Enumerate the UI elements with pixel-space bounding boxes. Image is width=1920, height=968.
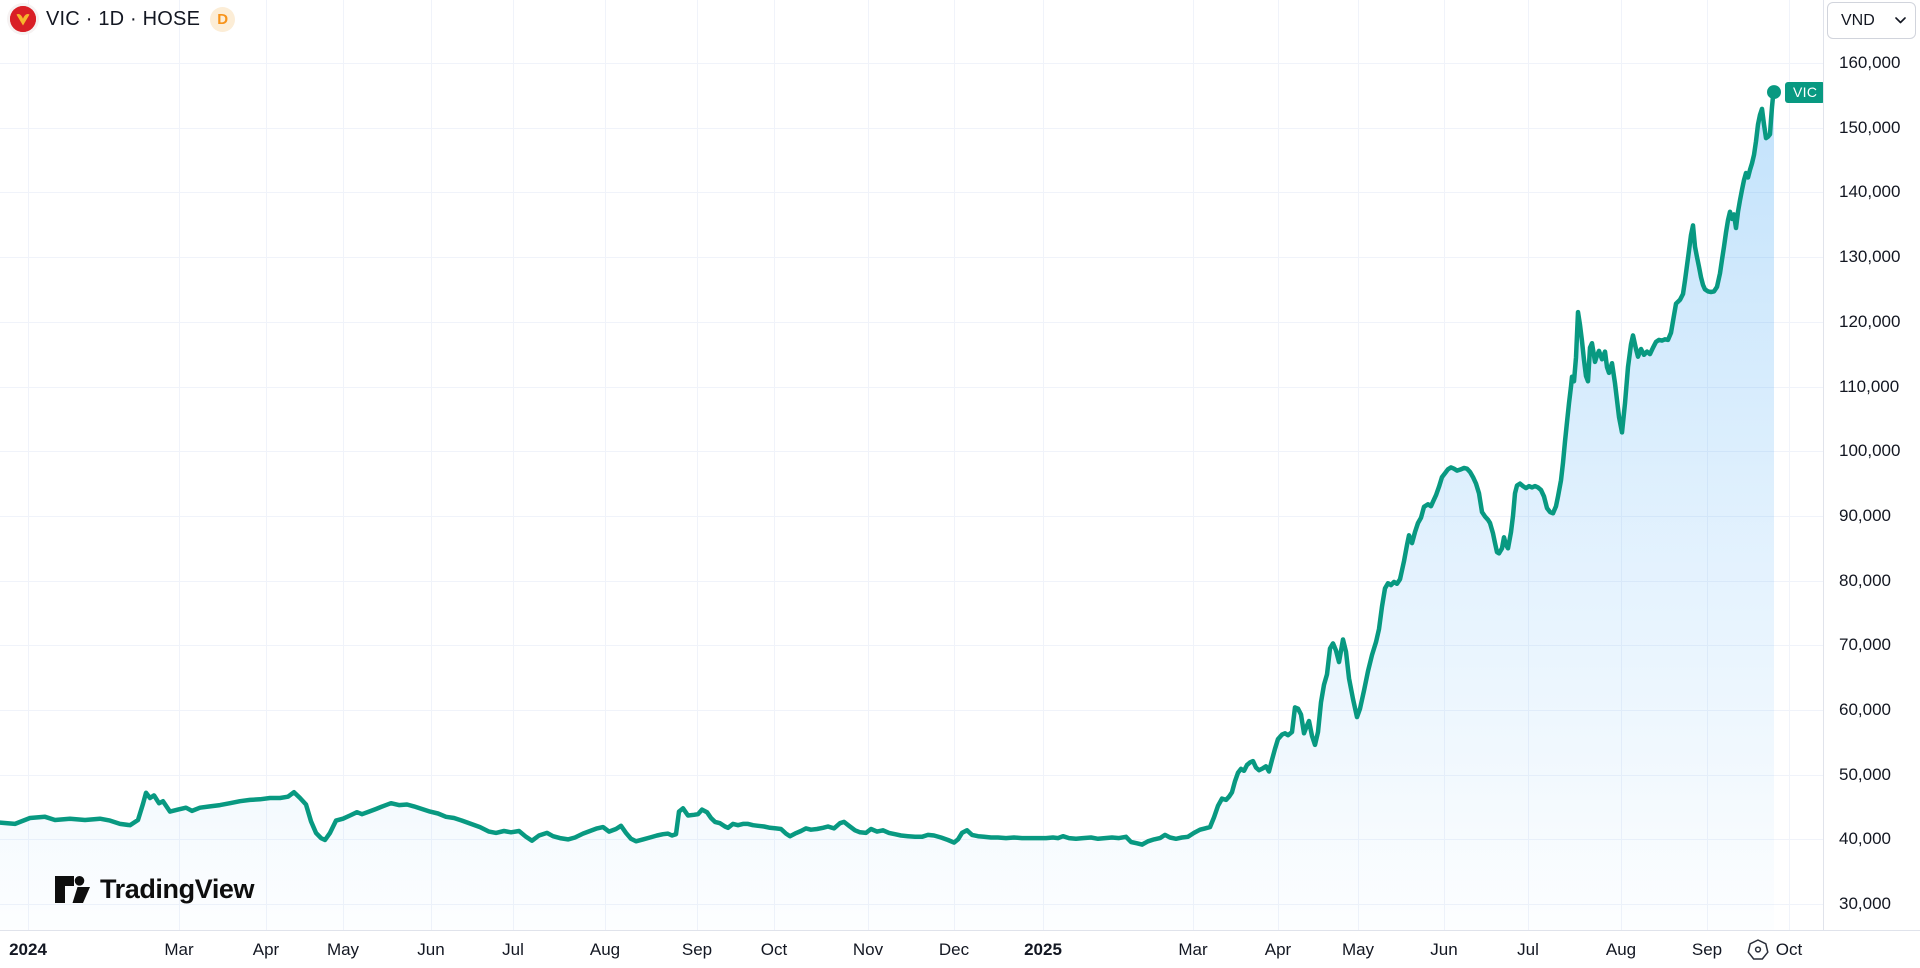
time-tick-label: Mar	[164, 939, 194, 959]
time-tick-label: 2025	[1024, 939, 1062, 959]
time-tick-label: Nov	[852, 939, 884, 959]
symbol-title[interactable]: VIC · 1D · HOSE	[46, 7, 201, 30]
price-tick-label: 60,000	[1839, 700, 1891, 719]
time-tick-label: Aug	[589, 939, 621, 959]
time-tick-label: May	[326, 939, 360, 959]
price-tick-label: 160,000	[1839, 53, 1901, 72]
time-tick-label: Jul	[1517, 939, 1539, 959]
time-tick-label: Apr	[1264, 939, 1292, 959]
last-price-dot	[1767, 85, 1781, 100]
currency-selector[interactable]: VND	[1827, 2, 1916, 39]
time-tick-label: Oct	[760, 939, 788, 959]
price-tick-label: 50,000	[1839, 764, 1891, 784]
price-tick-label: 30,000	[1839, 894, 1891, 914]
price-tick-label: 150,000	[1839, 117, 1901, 137]
price-tick-label: 120,000	[1839, 311, 1901, 331]
tradingview-mark-icon	[54, 875, 91, 904]
time-tick-label: Apr	[252, 939, 280, 959]
tradingview-logo-text: TradingView	[100, 874, 255, 904]
time-tick-label: Jun	[1430, 939, 1458, 959]
symbol-header: VIC · 1D · HOSE D	[10, 6, 236, 32]
timezone-settings-button[interactable]	[1742, 934, 1774, 966]
price-line-series	[0, 89, 1777, 847]
price-tick-label: 100,000	[1839, 441, 1901, 461]
tradingview-logo[interactable]: TradingView	[54, 874, 255, 905]
time-tick-label: Sep	[681, 939, 713, 959]
time-tick-label: Mar	[1178, 939, 1208, 959]
time-tick-label: Jul	[502, 939, 524, 959]
chevron-down-icon	[1895, 17, 1906, 24]
time-tick-label: Jun	[417, 939, 445, 959]
price-tick-label: 110,000	[1839, 376, 1900, 396]
currency-label: VND	[1841, 11, 1875, 29]
vingroup-logo-icon	[10, 6, 36, 32]
price-tick-label: 40,000	[1839, 829, 1891, 849]
price-axis[interactable]: VND 160,000 150,000 140,000 130,000 120,000 1…	[1823, 0, 1920, 930]
time-tick-label: Dec	[938, 939, 970, 959]
price-tick-label: 70,000	[1839, 635, 1891, 655]
price-chart-canvas[interactable]	[0, 0, 1823, 930]
heptagon-settings-icon	[1747, 939, 1769, 960]
price-tick-label: 80,000	[1839, 570, 1891, 590]
interval-badge[interactable]: D	[210, 6, 236, 32]
time-tick-label: 2024	[9, 939, 47, 959]
time-tick-label: May	[1341, 939, 1375, 959]
area-fill	[0, 92, 1774, 930]
price-tick-label: 140,000	[1839, 182, 1901, 202]
time-tick-label: Aug	[1605, 939, 1637, 959]
time-axis[interactable]: 2024 Mar Apr May Jun Jul Aug Sep Oct Nov Dec 2025 Ma…	[0, 930, 1920, 968]
price-tick-label: 90,000	[1839, 505, 1891, 525]
price-tick-label: 130,000	[1839, 247, 1901, 267]
time-tick-label: Sep	[1691, 939, 1723, 959]
series-name-badge: VIC	[1785, 81, 1826, 103]
time-tick-label: Oct	[1775, 939, 1803, 959]
